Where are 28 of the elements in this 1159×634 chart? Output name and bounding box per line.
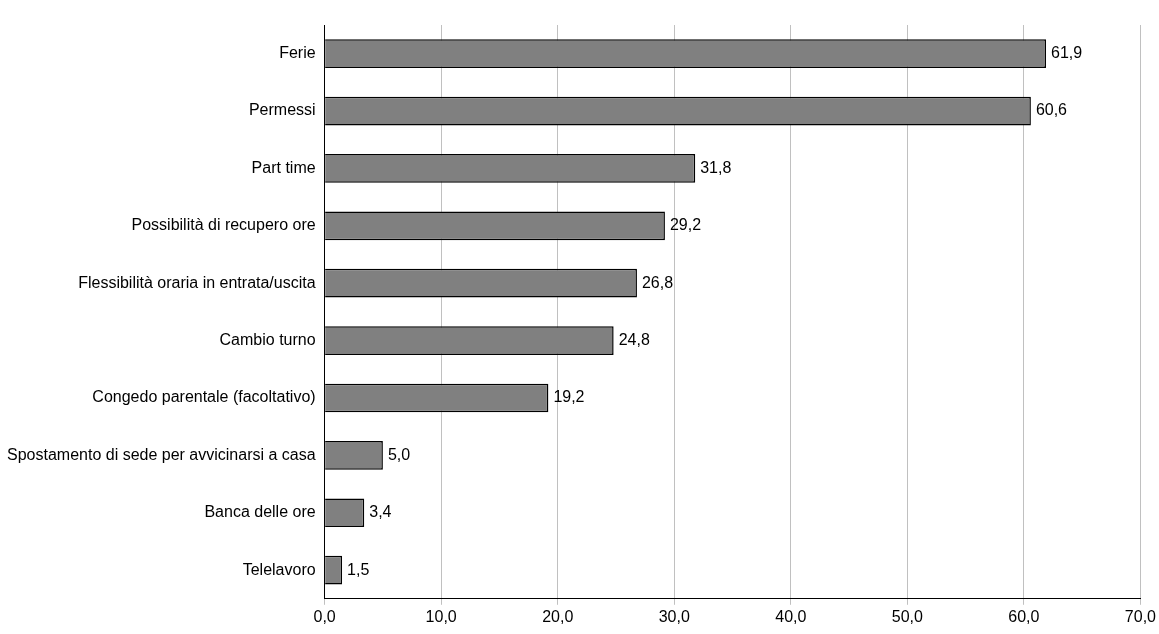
x-tick-label: 30,0 — [658, 607, 690, 625]
y-tick-label: Flessibilità oraria in entrata/uscita — [78, 273, 316, 291]
x-tick-label: 70,0 — [1124, 607, 1157, 625]
y-tick-label: Ferie — [279, 44, 316, 62]
y-tick-label: Spostamento di sede per avvicinarsi a casa — [7, 445, 316, 463]
data-label: 31,8 — [700, 158, 732, 176]
data-label: 1,5 — [347, 560, 370, 578]
data-label: 3,4 — [369, 503, 392, 521]
data-label: 29,2 — [669, 216, 702, 234]
x-tick-label: 40,0 — [775, 607, 807, 625]
data-label: 61,9 — [1051, 44, 1083, 62]
data-label: 24,8 — [618, 331, 650, 348]
y-tick-label: Possibilità di recupero ore — [131, 216, 316, 234]
y-tick-label: Permessi — [248, 101, 316, 119]
x-tick-label: 0,0 — [313, 607, 336, 625]
x-tick-label: 20,0 — [542, 607, 574, 625]
data-label: 60,6 — [1035, 101, 1068, 119]
y-tick-label: Congedo parentale (facoltativo) — [92, 388, 316, 406]
x-tick-label: 10,0 — [425, 607, 457, 625]
y-tick-label: Banca delle ore — [204, 503, 316, 521]
data-label: 26,8 — [641, 273, 674, 291]
x-tick-label: 60,0 — [1008, 607, 1040, 625]
data-label: 19,2 — [553, 388, 585, 406]
y-tick-label: Part time — [251, 158, 316, 176]
data-label: 5,0 — [387, 445, 411, 463]
y-tick-label: Cambio turno — [219, 331, 316, 348]
y-tick-label: Telelavoro — [242, 560, 316, 578]
x-tick-label: 50,0 — [891, 607, 924, 625]
